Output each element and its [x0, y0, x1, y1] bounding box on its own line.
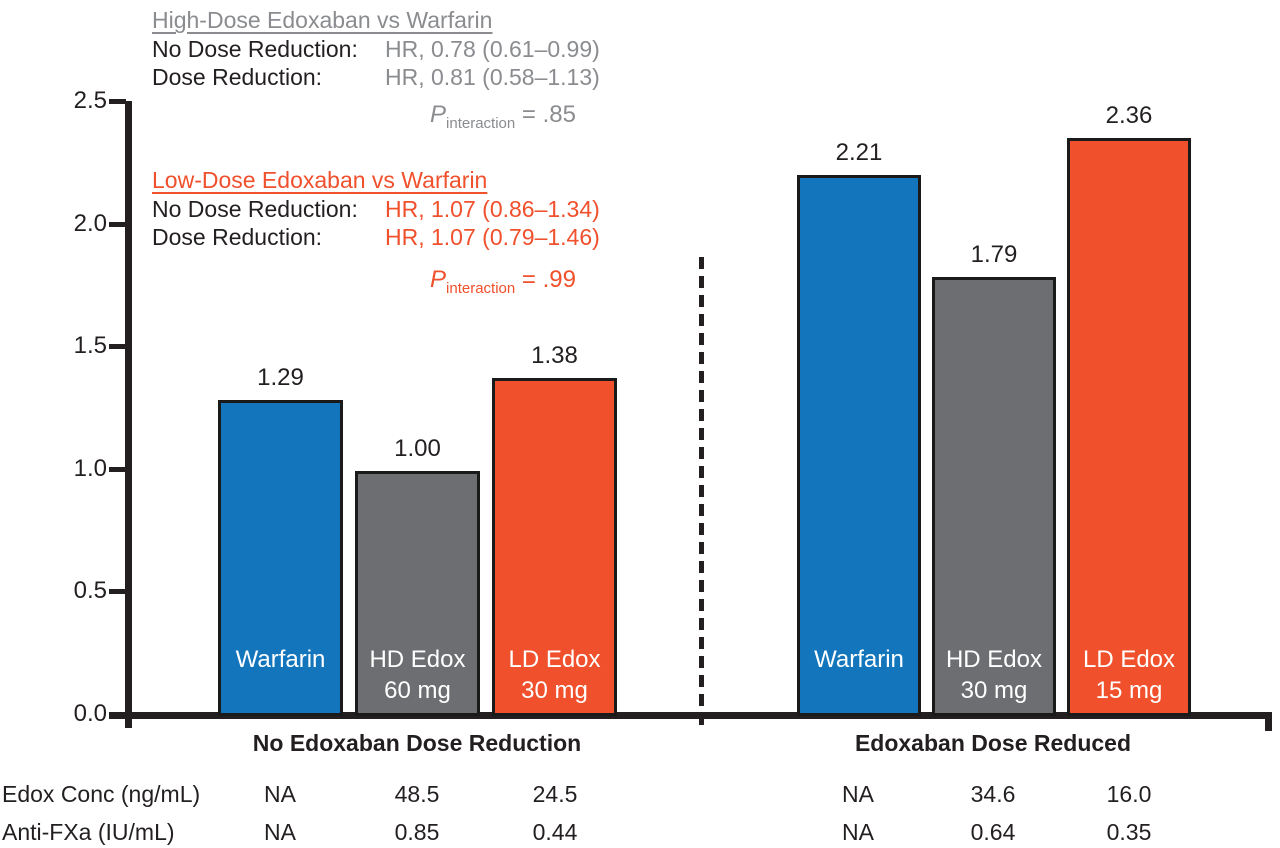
- bar-inner-label: Warfarin: [814, 646, 904, 673]
- bar-warfarin-dose-reduced: 2.21 Warfarin: [797, 140, 921, 716]
- group-divider-dashed-line: [699, 257, 704, 727]
- bar-value-label: 1.29: [257, 364, 304, 391]
- bar-rect: HD Edox 30 mg: [932, 277, 1056, 716]
- y-tick: [109, 344, 126, 349]
- table-cell: NA: [842, 819, 874, 845]
- y-tick-label: 0.5: [73, 577, 107, 604]
- y-tick-label: 2.5: [73, 87, 107, 114]
- table-cell: 0.64: [970, 819, 1016, 845]
- x-axis-end-tick: [1265, 712, 1272, 731]
- row-value: HR, 0.78 (0.61–0.99): [385, 35, 600, 62]
- row-label: Dose Reduction:: [152, 224, 323, 250]
- bar-rect: HD Edox 60 mg: [355, 471, 480, 716]
- p-symbol: P: [430, 101, 447, 128]
- bar-ld-edox-15mg: 2.36 LD Edox 15 mg: [1067, 103, 1191, 716]
- high-dose-title: High-Dose Edoxaban vs Warfarin: [152, 7, 493, 33]
- bar-value-label: 1.00: [394, 435, 441, 462]
- y-tick: [109, 466, 126, 472]
- high-dose-row-reduction: Dose Reduction: HR, 0.81 (0.58–1.13): [152, 63, 600, 92]
- row-label: Dose Reduction:: [152, 64, 323, 90]
- table-cell: 16.0: [1106, 781, 1152, 807]
- bar-inner-label: LD Edox 15 mg: [1082, 646, 1176, 704]
- p-subscript: interaction: [446, 115, 516, 132]
- bar-value-label: 2.36: [1105, 102, 1153, 129]
- bar-ld-edox-30mg: 1.38 LD Edox 30 mg: [492, 343, 617, 716]
- bar-inner-label: HD Edox 60 mg: [369, 646, 466, 704]
- y-tick: [109, 221, 126, 227]
- bar-hd-edox-60mg: 1.00 HD Edox 60 mg: [355, 436, 480, 716]
- table-cell: 34.6: [970, 781, 1016, 807]
- bar-warfarin-no-reduction: 1.29 Warfarin: [218, 365, 343, 716]
- x-axis-line: [109, 712, 1272, 719]
- bar-rect: LD Edox 15 mg: [1067, 138, 1191, 716]
- y-tick: [109, 711, 126, 717]
- p-interaction-low-dose: Pinteraction = .99: [430, 266, 576, 297]
- bar-inner-label: Warfarin: [235, 646, 326, 673]
- p-value: = .99: [515, 266, 576, 293]
- bar-inner-label: LD Edox 30 mg: [508, 646, 601, 704]
- p-interaction-high-dose: Pinteraction = .85: [430, 101, 576, 132]
- table-cell: 0.85: [394, 819, 440, 845]
- bar-value-label: 2.21: [835, 139, 883, 166]
- group-label-dose-reduced: Edoxaban Dose Reduced: [854, 730, 1132, 756]
- p-value: = .85: [515, 101, 576, 128]
- row-value: HR, 1.07 (0.79–1.46): [385, 224, 600, 250]
- table-cell: 48.5: [394, 781, 440, 807]
- y-tick-label: 1.5: [73, 332, 107, 359]
- bar-rect: Warfarin: [218, 400, 343, 716]
- y-tick-label: 2.0: [73, 210, 107, 237]
- y-axis-line: [125, 101, 132, 728]
- bar-hd-edox-30mg: 1.79 HD Edox 30 mg: [932, 242, 1056, 716]
- table-cell: 0.44: [532, 819, 578, 845]
- bar-rect: LD Edox 30 mg: [492, 378, 617, 716]
- bar-value-label: 1.38: [531, 342, 578, 369]
- row-value: HR, 1.07 (0.86–1.34): [385, 195, 600, 222]
- low-dose-row-no-reduction: No Dose Reduction: HR, 1.07 (0.86–1.34): [152, 195, 600, 224]
- table-row-label-edox-conc: Edox Conc (ng/mL): [2, 781, 201, 807]
- bar-rect: Warfarin: [797, 175, 921, 716]
- y-tick: [109, 99, 126, 104]
- high-dose-row-no-reduction: No Dose Reduction: HR, 0.78 (0.61–0.99): [152, 35, 600, 64]
- table-cell: 24.5: [532, 781, 578, 807]
- low-dose-annotation: Low-Dose Edoxaban vs Warfarin No Dose Re…: [152, 166, 600, 252]
- table-cell: NA: [842, 781, 874, 807]
- bar-inner-label: HD Edox 30 mg: [945, 646, 1043, 704]
- group-label-no-reduction: No Edoxaban Dose Reduction: [252, 730, 582, 756]
- p-symbol: P: [430, 266, 447, 293]
- row-label: No Dose Reduction:: [152, 195, 358, 222]
- table-cell: NA: [264, 781, 296, 807]
- bar-value-label: 1.79: [970, 241, 1018, 268]
- p-subscript: interaction: [446, 280, 516, 297]
- y-tick-label: 0.0: [73, 700, 107, 727]
- high-dose-annotation: High-Dose Edoxaban vs Warfarin No Dose R…: [152, 6, 600, 92]
- row-label: No Dose Reduction:: [152, 35, 358, 62]
- low-dose-row-reduction: Dose Reduction: HR, 1.07 (0.79–1.46): [152, 223, 600, 252]
- y-tick: [109, 589, 126, 594]
- low-dose-title: Low-Dose Edoxaban vs Warfarin: [152, 167, 488, 193]
- row-value: HR, 0.81 (0.58–1.13): [385, 64, 600, 90]
- table-row-label-anti-fxa: Anti-FXa (IU/mL): [2, 819, 175, 845]
- y-tick-label: 1.0: [73, 455, 107, 482]
- table-cell: NA: [264, 819, 296, 845]
- table-cell: 0.35: [1106, 819, 1152, 845]
